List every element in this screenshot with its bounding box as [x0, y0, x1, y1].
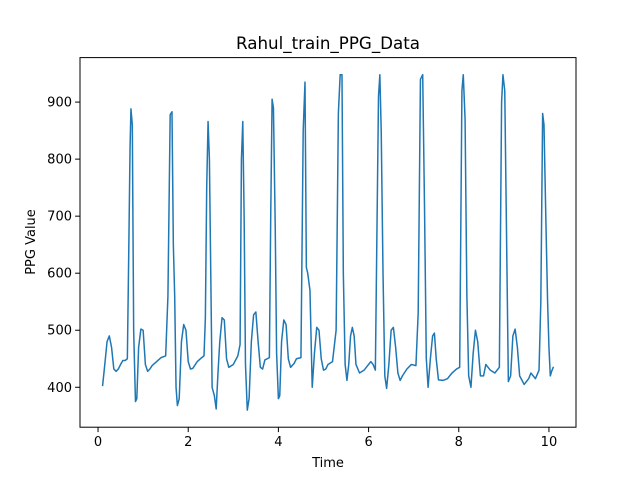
y-tick-label: 700 [47, 210, 72, 225]
x-tick-label: 6 [364, 435, 372, 450]
data-line [101, 73, 555, 411]
y-tick-label: 600 [47, 267, 72, 282]
x-tick-label: 2 [184, 435, 192, 450]
y-tick-label: 400 [47, 381, 72, 396]
chart-title: Rahul_train_PPG_Data [236, 33, 420, 54]
y-tick-label: 900 [47, 96, 72, 111]
axes-frame [79, 57, 577, 428]
plot-area [101, 73, 555, 411]
y-tick-label: 500 [47, 324, 72, 339]
y-tick-label: 800 [47, 153, 72, 168]
x-tick-label: 4 [274, 435, 282, 450]
x-tick-label: 8 [455, 435, 463, 450]
x-tick-label: 10 [541, 435, 558, 450]
x-axis-label: Time [311, 456, 344, 471]
x-tick-label: 0 [94, 435, 102, 450]
y-axis-label: PPG Value [24, 209, 39, 275]
